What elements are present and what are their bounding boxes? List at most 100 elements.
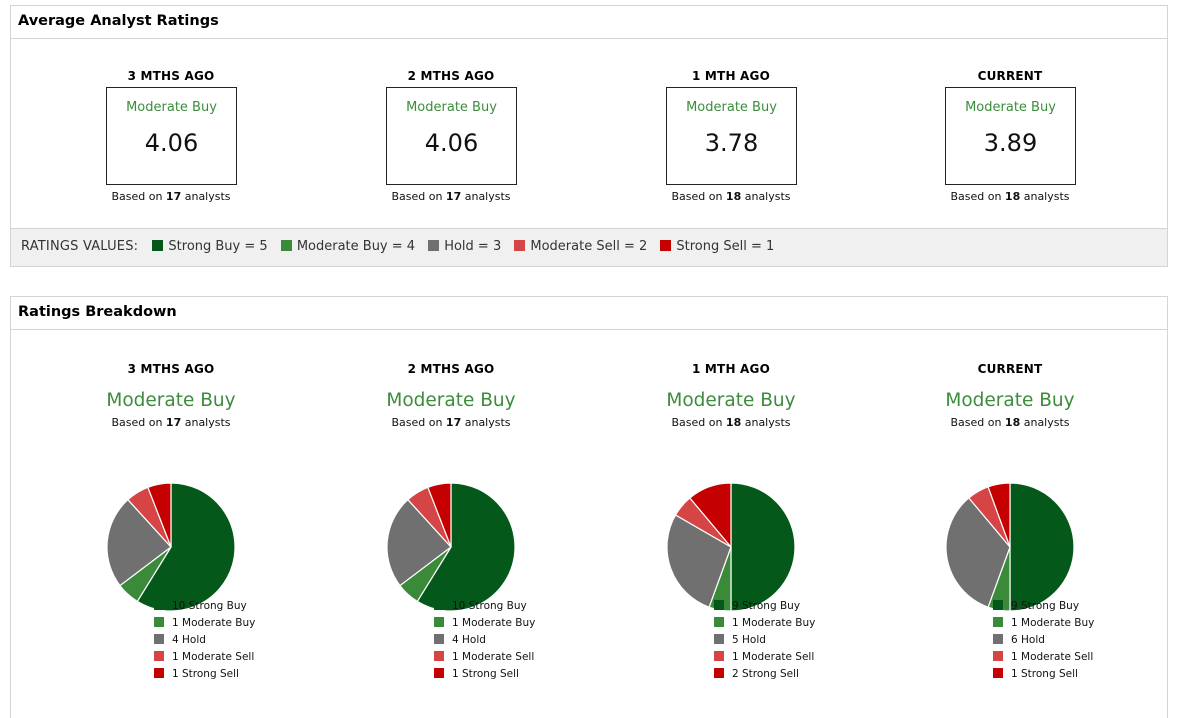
legend-strong-buy: 9 Strong Buy — [993, 600, 1094, 617]
strong-buy-swatch — [434, 600, 444, 610]
value-moderate-sell: Moderate Sell = 2 — [514, 239, 647, 254]
rating-text: Moderate Buy — [126, 100, 217, 115]
based-on-text: Based on 17 analysts — [111, 190, 231, 203]
strong-buy-swatch — [993, 600, 1003, 610]
analyst-count: 17 — [165, 190, 182, 203]
average-ratings-panel: Average Analyst Ratings 3 MTHS AGO Moder… — [10, 5, 1168, 267]
pie-slice-strong-buy — [136, 482, 236, 612]
moderate-sell-swatch — [714, 651, 724, 661]
strong-sell-swatch — [714, 668, 724, 678]
strong-buy-swatch — [152, 240, 164, 251]
pie-slice-hold — [106, 498, 172, 587]
legend-strong-sell: 1 Strong Sell — [434, 668, 535, 685]
moderate-sell-swatch — [434, 651, 444, 661]
moderate-sell-swatch — [154, 651, 164, 661]
ratings-pie-chart — [945, 482, 1075, 612]
legend-hold: 4 Hold — [434, 634, 535, 651]
value-moderate-buy: Moderate Buy = 4 — [280, 239, 415, 254]
analyst-count: 17 — [445, 416, 462, 429]
legend-strong-buy: 10 Strong Buy — [434, 600, 535, 617]
breakdown-period-3mths: 3 MTHS AGO Moderate Buy Based on 17 anal… — [41, 362, 301, 692]
rating-text: Moderate Buy — [666, 390, 796, 411]
legend-hold: 5 Hold — [714, 634, 815, 651]
hold-swatch — [428, 240, 440, 251]
based-on-text: Based on 18 analysts — [950, 190, 1070, 203]
pie-slice-strong-sell — [427, 482, 452, 548]
value-hold: Hold = 3 — [428, 239, 501, 254]
avg-period-current: CURRENT Moderate Buy 3.89 Based on 18 an… — [880, 69, 1140, 203]
rating-box: Moderate Buy 4.06 — [386, 87, 517, 185]
period-label: 2 MTHS AGO — [407, 69, 495, 83]
hold-swatch — [434, 634, 444, 644]
analyst-count: 17 — [445, 190, 462, 203]
period-label: 1 MTH AGO — [691, 69, 770, 83]
hold-swatch — [154, 634, 164, 644]
rating-text: Moderate Buy — [686, 100, 777, 115]
legend-strong-buy: 10 Strong Buy — [154, 600, 255, 617]
legend-hold: 6 Hold — [993, 634, 1094, 651]
strong-buy-swatch — [154, 600, 164, 610]
pie-slice-strong-sell — [689, 482, 732, 549]
period-label: CURRENT — [977, 362, 1043, 376]
rating-text: Moderate Buy — [406, 100, 497, 115]
legend-moderate-sell: 1 Moderate Sell — [993, 651, 1094, 668]
analyst-count: 18 — [725, 190, 742, 203]
based-on-text: Based on 17 analysts — [111, 416, 231, 429]
rating-text: Moderate Buy — [386, 390, 516, 411]
pie-legend: 10 Strong Buy 1 Moderate Buy 4 Hold 1 Mo… — [154, 600, 255, 685]
legend-strong-sell: 1 Strong Sell — [154, 668, 255, 685]
value-strong-buy: Strong Buy = 5 — [152, 239, 268, 254]
value-strong-sell: Strong Sell = 1 — [660, 239, 774, 254]
legend-hold: 4 Hold — [154, 634, 255, 651]
strong-sell-swatch — [993, 668, 1003, 678]
rating-value: 4.06 — [144, 129, 199, 157]
period-label: 3 MTHS AGO — [127, 362, 215, 376]
period-label: 2 MTHS AGO — [407, 362, 495, 376]
hold-swatch — [993, 634, 1003, 644]
analyst-count: 17 — [165, 416, 182, 429]
hold-swatch — [714, 634, 724, 644]
legend-moderate-sell: 1 Moderate Sell — [714, 651, 815, 668]
strong-sell-swatch — [660, 240, 672, 251]
ratings-pie-chart — [666, 482, 796, 612]
strong-sell-swatch — [154, 668, 164, 678]
rating-value: 3.78 — [704, 129, 759, 157]
pie-slice-strong-sell — [147, 482, 172, 548]
rating-box: Moderate Buy 4.06 — [106, 87, 237, 185]
legend-moderate-buy: 1 Moderate Buy — [993, 617, 1094, 634]
moderate-buy-swatch — [714, 617, 724, 627]
rating-value: 4.06 — [424, 129, 479, 157]
legend-moderate-buy: 1 Moderate Buy — [154, 617, 255, 634]
breakdown-period-1mth: 1 MTH AGO Moderate Buy Based on 18 analy… — [601, 362, 861, 692]
ratings-values-bar: RATINGS VALUES: Strong Buy = 5 Moderate … — [11, 228, 1167, 266]
breakdown-period-current: CURRENT Moderate Buy Based on 18 analyst… — [880, 362, 1140, 692]
based-on-text: Based on 18 analysts — [671, 416, 791, 429]
avg-period-2mths: 2 MTHS AGO Moderate Buy 4.06 Based on 17… — [321, 69, 581, 203]
analyst-count: 18 — [1004, 416, 1021, 429]
pie-legend: 10 Strong Buy 1 Moderate Buy 4 Hold 1 Mo… — [434, 600, 535, 685]
period-label: CURRENT — [977, 69, 1043, 83]
period-label: 3 MTHS AGO — [127, 69, 215, 83]
rating-text: Moderate Buy — [106, 390, 236, 411]
period-label: 1 MTH AGO — [691, 362, 770, 376]
ratings-values-title: RATINGS VALUES: — [21, 239, 139, 254]
legend-moderate-buy: 1 Moderate Buy — [714, 617, 815, 634]
pie-legend: 9 Strong Buy 1 Moderate Buy 5 Hold 1 Mod… — [714, 600, 815, 685]
breakdown-period-2mths: 2 MTHS AGO Moderate Buy Based on 17 anal… — [321, 362, 581, 692]
pie-slice-strong-sell — [987, 482, 1011, 548]
moderate-sell-swatch — [514, 240, 526, 251]
rating-text: Moderate Buy — [965, 100, 1056, 115]
rating-text: Moderate Buy — [945, 390, 1075, 411]
pie-slice-hold — [386, 498, 452, 587]
ratings-breakdown-panel: Ratings Breakdown 3 MTHS AGO Moderate Bu… — [10, 296, 1168, 718]
avg-period-1mth: 1 MTH AGO Moderate Buy 3.78 Based on 18 … — [601, 69, 861, 203]
legend-moderate-buy: 1 Moderate Buy — [434, 617, 535, 634]
legend-strong-sell: 2 Strong Sell — [714, 668, 815, 685]
ratings-pie-chart — [106, 482, 236, 612]
moderate-sell-swatch — [993, 651, 1003, 661]
based-on-text: Based on 17 analysts — [391, 190, 511, 203]
legend-moderate-sell: 1 Moderate Sell — [154, 651, 255, 668]
analyst-count: 18 — [1004, 190, 1021, 203]
avg-period-3mths: 3 MTHS AGO Moderate Buy 4.06 Based on 17… — [41, 69, 301, 203]
strong-buy-swatch — [714, 600, 724, 610]
